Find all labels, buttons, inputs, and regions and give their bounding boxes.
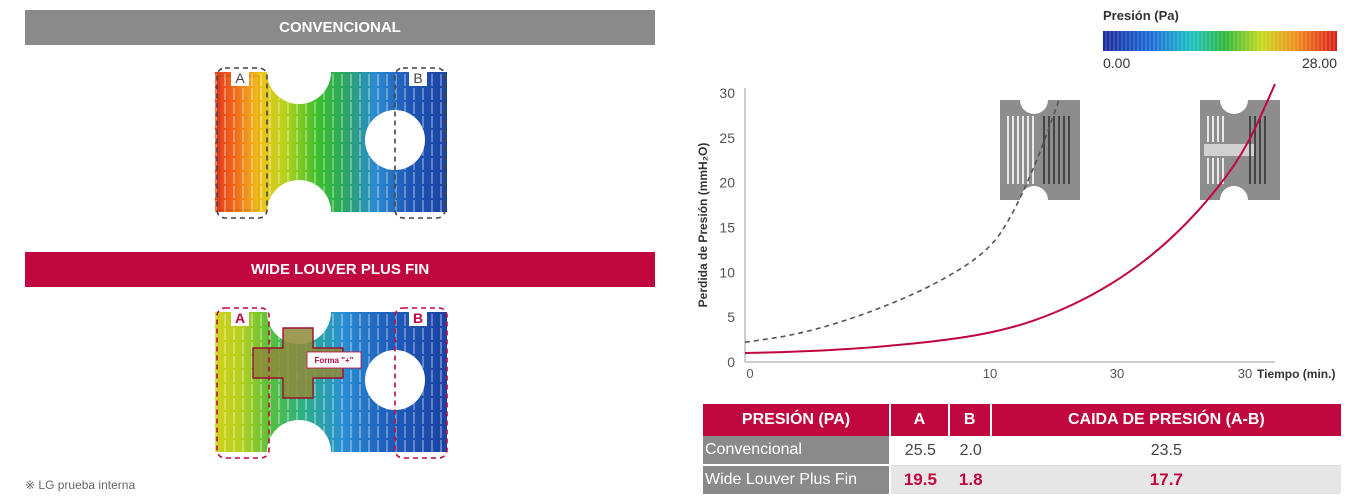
series-line-wide-louver: [744, 83, 1276, 355]
row-label-wide-louver: Wide Louver Plus Fin: [703, 466, 891, 494]
wide-louver-fin-heatmap: Forma "+" A B: [215, 307, 448, 459]
conv-label-a: A: [235, 70, 245, 86]
conventional-fin-icon: [1000, 100, 1080, 200]
y-tick-label: 10: [719, 264, 735, 280]
y-tick-label: 15: [719, 220, 735, 236]
x-tick-label: 30: [1238, 366, 1252, 381]
col-header-drop: CAIDA DE PRESIÓN (A-B): [991, 404, 1341, 436]
legend-title: Presión (Pa): [1103, 8, 1179, 23]
cell-conv-drop: 23.5: [991, 436, 1341, 466]
conv-label-b: B: [413, 70, 422, 86]
cell-wide-b: 1.8: [949, 466, 992, 494]
x-axis-label: Tiempo (min.): [1257, 367, 1335, 381]
pressure-loss-chart: Presión (Pa) 0.00 28.00 0 5 10 15 20 25 30 0 10…: [696, 8, 1337, 381]
wide-louver-title: WIDE LOUVER PLUS FIN: [25, 252, 655, 287]
x-tick-label: 30: [1110, 366, 1124, 381]
col-header-a: A: [891, 404, 950, 436]
y-tick-label: 5: [727, 309, 735, 325]
cell-conv-b: 2.0: [949, 436, 992, 466]
cell-conv-a: 25.5: [891, 436, 950, 466]
plus-shape-label: Forma "+": [315, 356, 354, 365]
table-row: Convencional 25.5 2.0 23.5: [703, 436, 1341, 466]
legend-min: 0.00: [1103, 55, 1130, 71]
cell-wide-drop: 17.7: [991, 466, 1341, 494]
row-label-conventional: Convencional: [703, 436, 891, 466]
y-tick-label: 30: [719, 85, 735, 101]
x-tick-label: 10: [983, 366, 997, 381]
y-tick-label: 0: [727, 354, 735, 370]
plus-shape: [252, 327, 344, 399]
col-header-b: B: [949, 404, 992, 436]
x-tick-label: 0: [746, 366, 753, 381]
footnote: ※ LG prueba interna: [25, 478, 136, 492]
tube-hole: [365, 350, 425, 410]
wide-label-a: A: [235, 310, 245, 326]
cell-wide-a: 19.5: [891, 466, 950, 494]
col-header-pressure: PRESIÓN (PA): [703, 404, 891, 436]
y-axis-label: Perdida de Presión (mmH₂O): [696, 143, 710, 308]
table-row: Wide Louver Plus Fin 19.5 1.8 17.7: [703, 466, 1341, 494]
series-line-conventional: [744, 97, 1061, 344]
pressure-table: PRESIÓN (PA) A B CAIDA DE PRESIÓN (A-B) …: [703, 404, 1341, 494]
wide-label-b: B: [413, 310, 423, 326]
conventional-fin-heatmap: A B: [215, 67, 447, 219]
conventional-title: CONVENCIONAL: [25, 10, 655, 45]
y-tick-label: 20: [719, 175, 735, 191]
legend-max: 28.00: [1302, 55, 1337, 71]
y-tick-label: 25: [719, 130, 735, 146]
wide-louver-fin-icon: [1200, 100, 1280, 200]
